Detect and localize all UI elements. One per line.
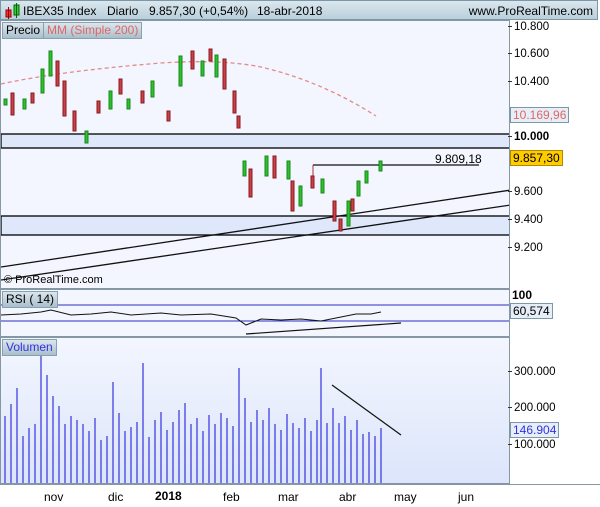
period: Diario — [107, 4, 139, 18]
y-tick: 9.400 — [508, 214, 543, 226]
x-tick: 2018 — [155, 489, 182, 503]
last-price-label: 9.857,30 — [510, 150, 563, 166]
x-axis: nov dic 2018 feb mar abr may jun — [0, 484, 600, 507]
volume-y-axis: 300.000 200.000 100.000 — [508, 337, 600, 484]
current-price: 9.857,30 (+0,54%) — [149, 4, 249, 18]
y-tick: 10.600 — [508, 48, 549, 60]
y-tick: 300.000 — [508, 366, 556, 378]
x-tick: mar — [278, 490, 299, 504]
x-tick: dic — [108, 490, 124, 504]
x-tick: feb — [223, 490, 240, 504]
ma-value-label: 10.169,96 — [510, 107, 570, 123]
rsi-chart — [1, 304, 509, 335]
y-tick: 200.000 — [508, 402, 556, 414]
rsi-panel: RSI ( 14) — [0, 289, 510, 337]
chart-header: IBEX35 Index Diario 9.857,30 (+0,54%) 18… — [0, 0, 598, 20]
price-tab[interactable]: Precio — [2, 22, 45, 39]
price-y-axis: 10.800 10.600 10.400 10.000 9.600 9.400 … — [508, 20, 600, 289]
x-tick: may — [394, 490, 417, 504]
x-tick: nov — [44, 490, 64, 504]
candlestick-icon — [5, 3, 20, 19]
volume-tab[interactable]: Volumen — [2, 339, 57, 356]
y-tick: 100.000 — [508, 439, 556, 451]
y-tick: 10.000 — [508, 131, 549, 143]
y-tick: 9.200 — [508, 242, 543, 254]
y-tick: 10.800 — [508, 21, 549, 33]
volume-panel: Volumen — [0, 337, 510, 484]
site-link[interactable]: www.ProRealTime.com — [468, 4, 593, 18]
ma-indicator-tab[interactable]: MM (Simple 200) — [43, 22, 143, 39]
date: 18-abr-2018 — [257, 4, 323, 18]
x-tick: abr — [339, 490, 357, 504]
volume-value-label: 146.904 — [510, 422, 560, 438]
rsi-value-label: 60,574 — [510, 303, 553, 319]
x-tick: jun — [458, 490, 475, 504]
instrument-name: IBEX35 Index — [23, 4, 97, 18]
volume-chart — [4, 352, 402, 483]
level-annotation: 9.809,18 — [435, 152, 482, 166]
y-tick: 10.400 — [508, 76, 549, 88]
rsi-tab[interactable]: RSI ( 14) — [2, 291, 59, 308]
price-chart — [1, 48, 509, 281]
rsi-top-tick: 100 — [512, 288, 533, 302]
price-panel: Precio MM (Simple 200) 9.809,18 © ProRea… — [0, 20, 510, 289]
watermark: © ProRealTime.com — [4, 274, 103, 286]
y-tick: 9.600 — [508, 186, 543, 198]
